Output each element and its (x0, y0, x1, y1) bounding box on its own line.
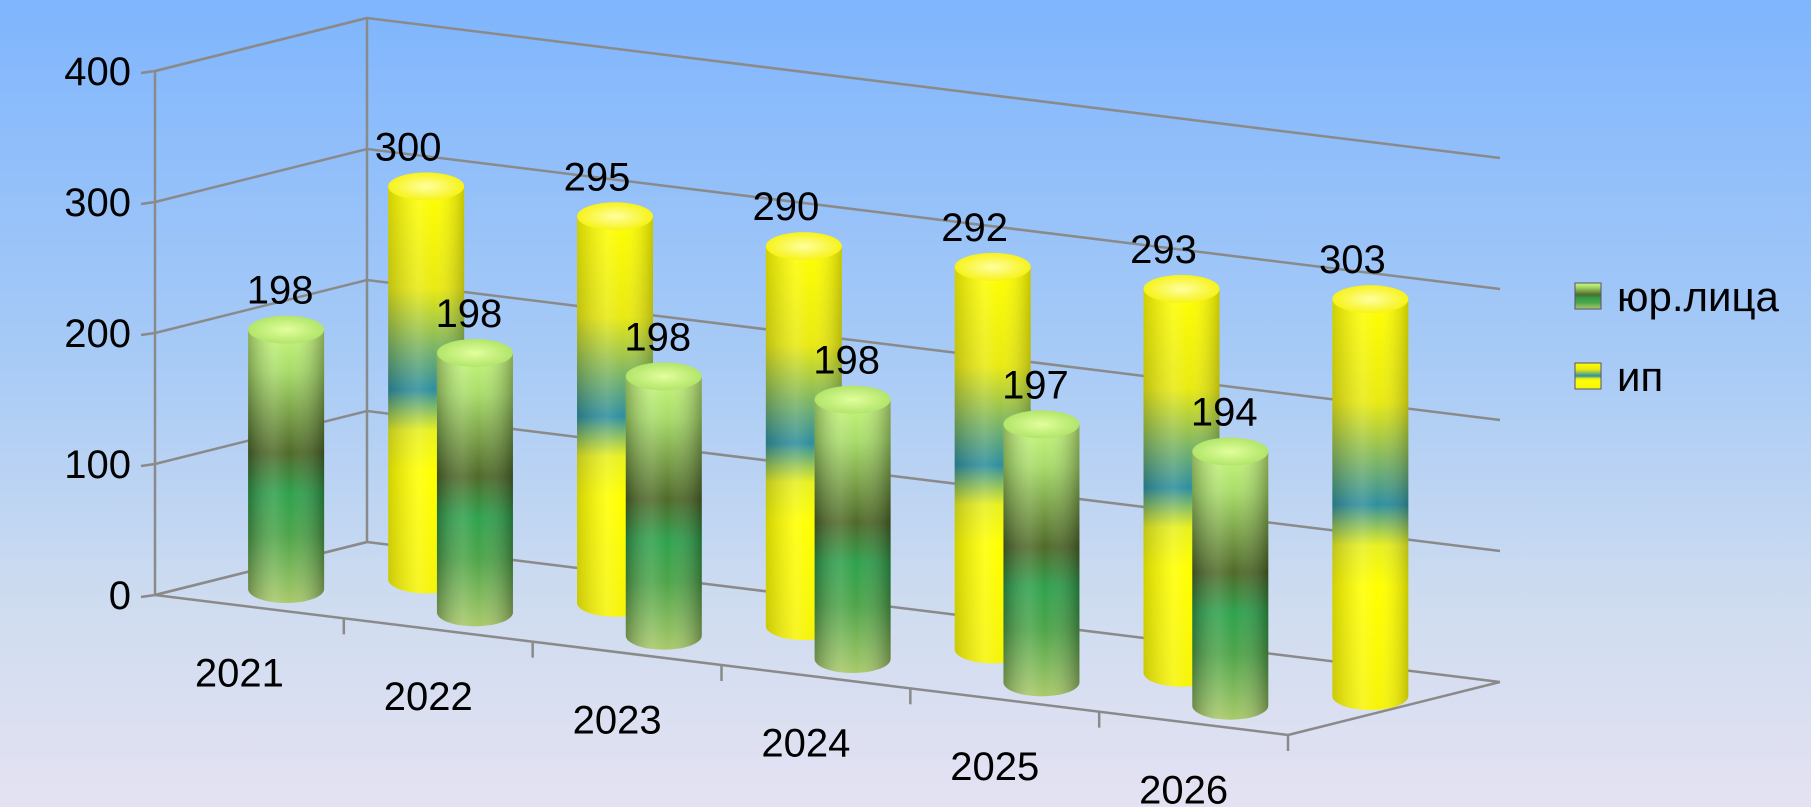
y-axis-ticks: 0 100 200 300 400 (64, 50, 156, 618)
bar-ip-top (954, 252, 1031, 281)
bar-ip-top (577, 202, 654, 231)
bar-jur-shade (1192, 451, 1269, 720)
bar-jur (248, 315, 325, 604)
bar-jur (1192, 437, 1269, 720)
gridlines (154, 16, 1501, 684)
x-tick-label: 2025 (950, 745, 1039, 789)
gridline (154, 16, 1501, 160)
x-tick-label: 2022 (384, 675, 473, 719)
data-label: 198 (247, 269, 314, 313)
data-label: 293 (1130, 228, 1197, 272)
bar-jur (814, 385, 891, 674)
bar-jur-shade (436, 352, 513, 627)
gridline (154, 540, 1501, 684)
y-tick-mark (140, 593, 156, 599)
bar-jur-top (814, 385, 891, 414)
y-tick-label: 400 (64, 50, 131, 94)
data-label: 198 (624, 315, 691, 359)
legend-swatch-ip (1574, 362, 1602, 390)
y-tick-label: 200 (64, 312, 131, 356)
bar-jur-shade (248, 329, 325, 604)
bar-jur-shade (1003, 424, 1080, 697)
gridline (154, 278, 1501, 422)
x-tick-label: 2024 (761, 722, 850, 766)
y-tick-label: 100 (64, 443, 131, 487)
legend-label-jur: юр.лица (1617, 273, 1780, 320)
x-tick-label: 2021 (195, 652, 284, 696)
bar-ip-top (388, 172, 465, 201)
data-label: 292 (941, 206, 1008, 250)
legend-item-ip: ип (1574, 353, 1663, 400)
bar-jur-shade (814, 399, 891, 674)
data-label: 194 (1191, 391, 1258, 435)
bar-jur-top (436, 338, 513, 367)
data-label: 290 (752, 185, 819, 229)
gridline (154, 147, 1501, 291)
legend: юр.лица ип (1574, 273, 1780, 400)
legend-swatch-jur (1574, 282, 1602, 310)
bar-ip-top (1143, 274, 1220, 303)
bar-jur-top (248, 315, 325, 344)
data-label: 198 (813, 339, 880, 383)
bar-jur (1003, 410, 1080, 697)
x-tick-label: 2023 (573, 698, 662, 742)
bar-ip (1332, 285, 1409, 711)
bar-ip-top (765, 232, 842, 261)
x-axis-ticks: 2021 2022 2023 2024 2025 2026 (195, 618, 1290, 807)
legend-item-jur: юр.лица (1574, 273, 1780, 320)
data-labels: 300 295 290 292 293 303 198 198 198 198 197 194 (247, 125, 1386, 434)
data-label: 300 (375, 125, 442, 169)
y-tick-mark (140, 462, 156, 468)
legend-label-ip: ип (1617, 353, 1663, 400)
bars (248, 172, 1409, 720)
bar-jur (436, 338, 513, 627)
bar-jur-top (1003, 410, 1080, 439)
data-label: 198 (436, 292, 503, 336)
y-tick-mark (140, 200, 156, 206)
y-tick-label: 300 (64, 181, 131, 225)
bar-jur-shade (625, 376, 702, 650)
bar-jur (625, 362, 702, 650)
bar-jur-top (625, 362, 702, 391)
floor-right-edge (1287, 680, 1501, 737)
data-label: 197 (1002, 363, 1069, 407)
y-tick-mark (140, 331, 156, 337)
y-tick-label: 0 (109, 574, 131, 618)
x-tick-label: 2026 (1139, 768, 1228, 807)
bar-jur-top (1192, 437, 1269, 466)
gridline (154, 409, 1501, 553)
data-label: 295 (564, 155, 631, 199)
data-label: 303 (1319, 238, 1386, 282)
bar-ip-shade (1332, 299, 1409, 711)
bar-ip-top (1332, 285, 1409, 314)
y-tick-mark (140, 69, 156, 75)
